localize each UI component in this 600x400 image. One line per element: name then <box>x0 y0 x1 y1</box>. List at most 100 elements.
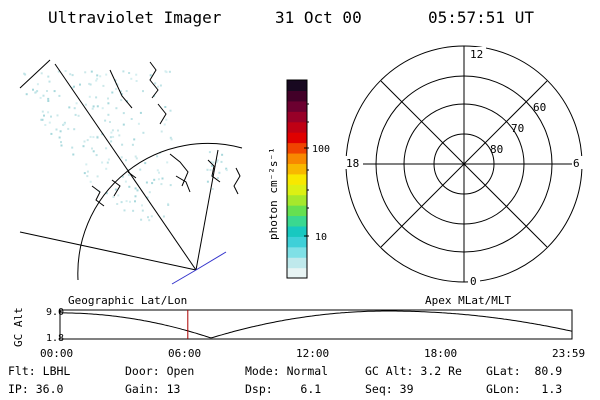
emission-pixel <box>122 123 125 126</box>
emission-pixel <box>92 150 95 153</box>
glon-value: 1.3 <box>541 382 563 396</box>
colorbar-segment <box>287 163 307 175</box>
emission-pixel <box>42 94 45 97</box>
emission-pixel <box>105 167 108 170</box>
colorbar-tick-label: 100 <box>312 144 330 155</box>
emission-pixel <box>59 130 62 133</box>
latitude-circle <box>77 142 243 281</box>
label-backdrop <box>468 47 486 60</box>
emission-pixel <box>126 100 128 103</box>
emission-pixel <box>107 102 110 105</box>
emission-pixel <box>170 138 173 141</box>
emission-pixel <box>121 175 124 178</box>
emission-pixel <box>166 161 169 164</box>
observation-time: 05:57:51 UT <box>428 8 534 27</box>
emission-pixel <box>211 188 214 190</box>
instrument-title: Ultraviolet Imager <box>48 8 222 27</box>
emission-pixel <box>58 94 61 97</box>
gain-info: Gain: 13 <box>125 382 181 396</box>
emission-pixel <box>105 147 108 150</box>
emission-pixel <box>129 200 131 203</box>
emission-pixel <box>73 128 76 131</box>
emission-pixel <box>145 181 148 184</box>
emission-pixel <box>218 171 221 174</box>
emission-pixel <box>221 153 224 156</box>
emission-pixel <box>107 158 110 161</box>
emission-pixel <box>156 169 159 172</box>
emission-pixel <box>153 95 156 98</box>
coastline-segment <box>169 153 189 187</box>
emission-pixel <box>142 131 145 134</box>
emission-pixel <box>72 153 75 156</box>
emission-pixel <box>117 194 120 197</box>
mode-info: Mode: Normal <box>245 364 329 378</box>
emission-pixel <box>151 182 154 185</box>
emission-pixel <box>88 95 91 98</box>
emission-pixel <box>99 75 102 78</box>
coastline-segment <box>19 59 51 89</box>
mlat-label-60: 60 <box>533 101 546 114</box>
glon-info: GLon: 1.3 <box>486 382 563 396</box>
emission-pixel <box>60 144 63 147</box>
emission-pixel <box>47 111 50 114</box>
emission-pixel <box>36 90 39 93</box>
emission-pixel <box>209 169 212 171</box>
emission-pixel <box>102 84 105 87</box>
emission-pixel <box>74 113 77 116</box>
emission-pixel <box>136 189 139 192</box>
emission-pixel <box>32 88 34 91</box>
colorbar-tick-label: 10 <box>315 232 327 243</box>
emission-pixel <box>167 204 170 206</box>
emission-pixel <box>117 129 119 132</box>
emission-pixel <box>96 77 99 80</box>
emission-pixel <box>120 201 123 204</box>
emission-pixel <box>107 97 109 100</box>
emission-pixel <box>210 160 213 163</box>
emission-pixel <box>55 128 58 131</box>
colorbar-segment <box>287 173 307 185</box>
emission-pixel <box>63 122 66 125</box>
mlt-label-noon: 12 <box>470 48 483 61</box>
mlat-label-70: 70 <box>511 122 524 135</box>
colorbar-segment <box>287 267 307 279</box>
emission-pixel <box>168 70 171 73</box>
terminator-line <box>195 251 227 271</box>
emission-pixel <box>96 175 99 178</box>
altitude-tick-label: 1.8 <box>46 333 64 344</box>
coastline-segment <box>111 179 121 197</box>
emission-pixel <box>114 188 117 191</box>
emission-pixel <box>101 161 104 164</box>
emission-pixel <box>84 103 87 106</box>
colorbar-segment <box>287 111 307 123</box>
emission-pixel <box>71 74 74 77</box>
polar-grid <box>345 45 583 283</box>
geographic-panel-label: Geographic Lat/Lon <box>68 294 187 307</box>
emission-pixel <box>107 113 110 116</box>
emission-pixel <box>116 83 119 86</box>
emission-pixel <box>43 114 45 117</box>
emission-pixel <box>91 107 94 110</box>
emission-pixel <box>122 70 125 73</box>
emission-pixel <box>144 162 147 165</box>
colorbar-segment <box>287 184 307 196</box>
emission-pixel <box>160 183 163 186</box>
colorbar-segment <box>287 236 307 248</box>
emission-pixel <box>48 121 51 124</box>
gain-value: 13 <box>166 382 181 396</box>
emission-pixel <box>84 71 87 74</box>
emission-pixel <box>96 105 99 108</box>
emission-pixel <box>57 70 60 73</box>
emission-pixel <box>64 70 67 72</box>
colorbar-segment <box>287 194 307 206</box>
door-info: Door: Open <box>125 364 195 378</box>
emission-pixel <box>41 110 44 113</box>
emission-pixel <box>111 129 114 132</box>
emission-pixel <box>119 90 122 93</box>
emission-pixel <box>208 151 211 154</box>
emission-pixel <box>105 192 108 195</box>
emission-pixel <box>206 180 209 183</box>
emission-pixel <box>86 139 89 142</box>
emission-pixel <box>164 106 167 108</box>
emission-pixel <box>141 204 143 207</box>
